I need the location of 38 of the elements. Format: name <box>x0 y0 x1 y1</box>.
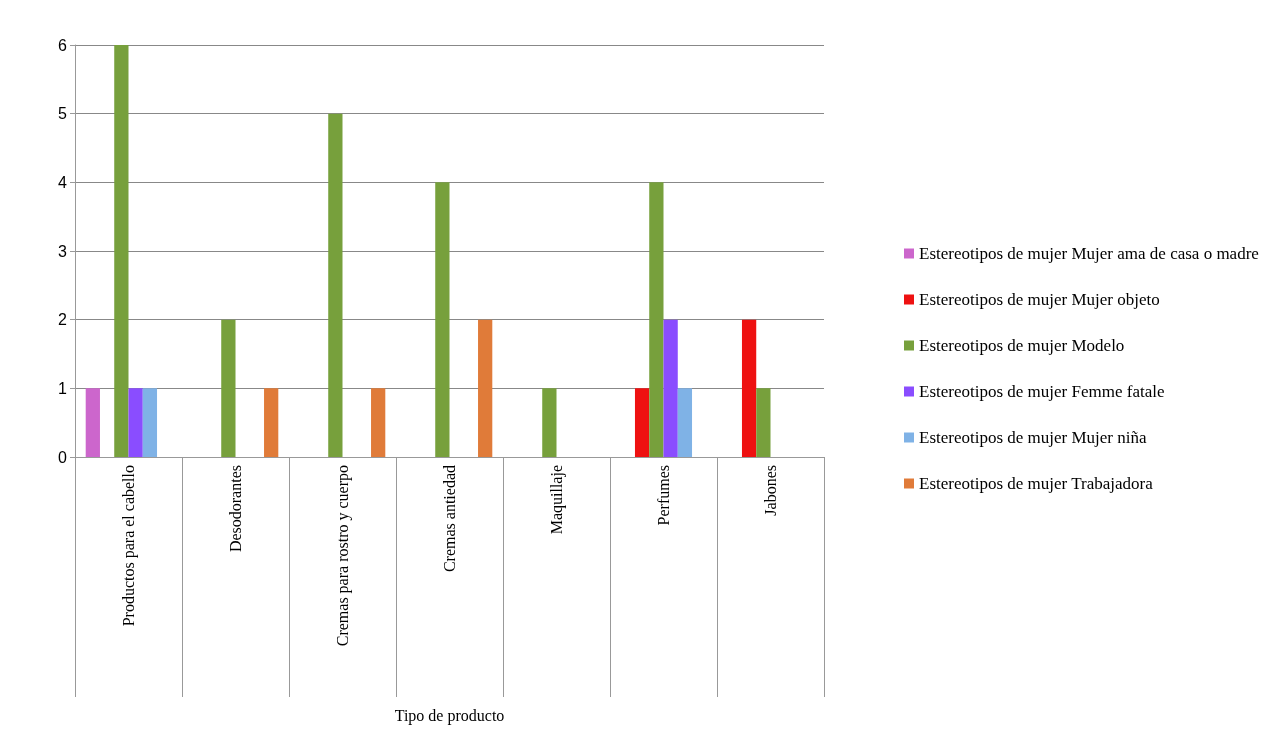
legend-label: Estereotipos de mujer Trabajadora <box>919 474 1154 493</box>
y-tick-label: 5 <box>58 105 68 123</box>
y-tick-label: 6 <box>58 36 68 54</box>
x-tick-label: Cremas para rostro y cuerpo <box>334 465 352 647</box>
y-tick-label: 3 <box>58 242 68 260</box>
x-tick-label: Perfumes <box>655 465 672 526</box>
legend-label: Estereotipos de mujer Mujer objeto <box>919 290 1160 309</box>
bar <box>649 182 664 457</box>
y-tick-label: 2 <box>58 311 68 329</box>
legend-label: Estereotipos de mujer Femme fatale <box>919 382 1165 401</box>
legend-label: Estereotipos de mujer Mujer niña <box>919 428 1147 447</box>
bar <box>221 319 236 457</box>
bar <box>114 45 129 457</box>
y-tick-label: 0 <box>58 448 68 466</box>
x-tick-label: Productos para el cabello <box>120 465 138 627</box>
x-tick-label: Jabones <box>762 465 779 516</box>
bar <box>663 319 678 457</box>
bar <box>435 182 450 457</box>
bar <box>85 388 100 457</box>
bar <box>142 388 158 457</box>
y-tick-label: 1 <box>58 379 68 397</box>
x-tick-label: Desodorantes <box>227 465 244 553</box>
x-tick-label: Cremas antiedad <box>441 465 458 573</box>
bar <box>542 388 557 457</box>
bar <box>677 388 693 457</box>
x-tick-label: Maquillaje <box>548 465 566 535</box>
bar <box>328 113 343 457</box>
bar <box>756 388 771 457</box>
bar <box>478 319 493 457</box>
bar <box>634 388 650 457</box>
bar <box>741 319 757 457</box>
legend-label: Estereotipos de mujer Mujer ama de casa o madre <box>919 244 1259 263</box>
x-axis-title: Tipo de producto <box>394 706 505 725</box>
legend-label: Estereotipos de mujer Modelo <box>919 336 1125 355</box>
y-tick-label: 4 <box>58 173 68 191</box>
bar <box>371 388 386 457</box>
bar <box>128 388 143 457</box>
bar <box>264 388 279 457</box>
